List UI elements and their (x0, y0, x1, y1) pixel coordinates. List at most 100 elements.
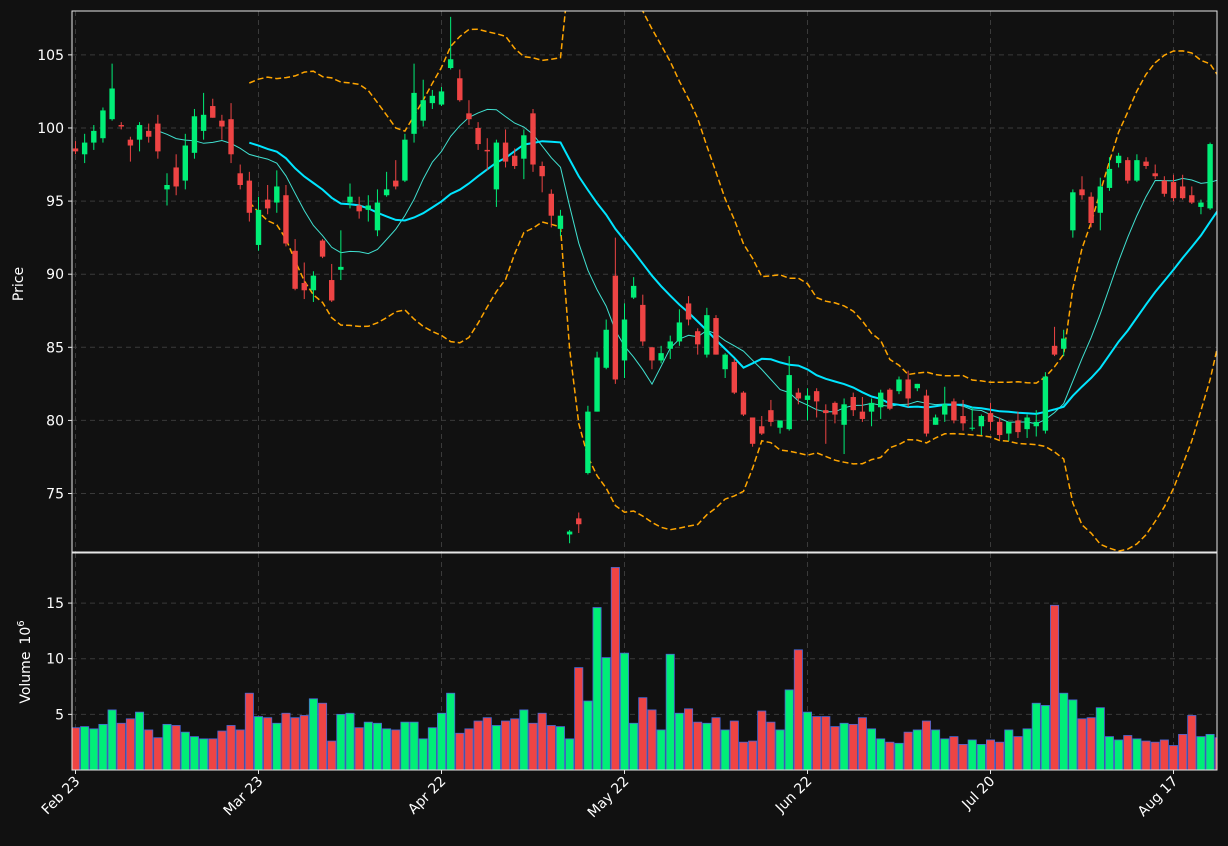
candle-body (539, 165, 545, 177)
candle-body (173, 167, 179, 187)
volume-bar (510, 718, 520, 770)
candle-body (512, 155, 518, 166)
candle-body (878, 392, 884, 408)
volume-bar (72, 727, 81, 770)
candle-body (191, 116, 198, 153)
volume-bar (748, 740, 758, 770)
volume-bar (1187, 715, 1197, 770)
volume-bar (830, 726, 840, 770)
volume-bar (647, 709, 657, 770)
volume-bar (244, 692, 254, 770)
candle-body (274, 186, 280, 203)
candle-body (914, 383, 920, 389)
volume-bar (1050, 604, 1060, 770)
volume-bar (116, 722, 126, 770)
x-tick-label: Aug 17 (1135, 774, 1181, 820)
candle-body (557, 215, 564, 229)
volume-bar (848, 723, 858, 770)
volume-bar (400, 721, 410, 770)
candle-body (484, 149, 490, 152)
candle-body (475, 127, 481, 145)
candle-body (740, 392, 747, 415)
volume-tick-label: 15 (46, 596, 64, 612)
volume-bar (876, 738, 886, 770)
candle-body (859, 411, 866, 419)
volume-bar (1132, 738, 1142, 770)
candle-body (996, 421, 1003, 436)
volume-axis-unit-base: 10 (18, 627, 34, 645)
volume-bar (738, 741, 748, 770)
volume-bar (867, 728, 877, 770)
volume-bar (299, 715, 309, 770)
volume-bar (757, 710, 767, 770)
volume-bar (693, 721, 703, 770)
price-axis-label: Price (11, 267, 27, 301)
candle-body (813, 391, 820, 402)
volume-bar (263, 717, 273, 770)
volume-bar (455, 732, 465, 770)
volume-bar (491, 725, 501, 770)
candle-body (832, 402, 838, 415)
volume-bar (162, 723, 172, 770)
volume-bar (958, 744, 968, 770)
volume-bar (382, 728, 392, 770)
candle-body (283, 195, 289, 244)
volume-axis-label-text: Volume (18, 652, 34, 704)
candle-body (603, 329, 609, 368)
candle-body (685, 303, 692, 320)
volume-bar (711, 717, 721, 770)
candle-body (612, 275, 619, 380)
volume-bar (1086, 717, 1096, 770)
candle-body (1152, 173, 1158, 177)
volume-bar (89, 728, 99, 770)
candle-body (1097, 186, 1103, 213)
candle-body (210, 106, 216, 118)
volume-bar (528, 722, 538, 770)
volume-bar (318, 702, 328, 770)
candle-body (237, 173, 243, 185)
candle-body (1179, 186, 1186, 199)
volume-bar (446, 692, 456, 770)
volume-bar (976, 744, 986, 770)
candle-body (493, 142, 500, 190)
volume-bar (1169, 745, 1179, 770)
volume-bar (427, 727, 437, 770)
candle-body (649, 347, 655, 361)
volume-tick-label: 10 (46, 652, 64, 668)
volume-bar (180, 731, 190, 770)
candle-body (155, 123, 161, 152)
candle-body (521, 135, 527, 159)
volume-bar (839, 722, 849, 770)
candle-body (932, 417, 939, 425)
candle-body (759, 426, 765, 434)
volume-bar (803, 711, 813, 770)
volume-bar (1077, 718, 1087, 770)
candle-body (447, 59, 454, 69)
volume-bar (674, 712, 684, 770)
candle-body (164, 184, 170, 190)
price-tick-label: 90 (46, 267, 64, 283)
candle-body (777, 420, 783, 428)
candle-body (438, 91, 445, 105)
candle-body (1024, 417, 1030, 430)
candle-body (987, 413, 994, 422)
candle-body (768, 410, 774, 422)
candle-body (850, 397, 856, 411)
volume-bar (912, 729, 922, 770)
candle-body (420, 100, 426, 121)
candle-body (91, 130, 97, 143)
upper-band-line (249, 11, 1217, 384)
volume-bar (272, 722, 282, 770)
volume-bar (208, 738, 218, 770)
volume-bar (894, 742, 904, 770)
volume-bar (1022, 728, 1032, 770)
candle-body (347, 196, 353, 203)
candle-body (255, 209, 262, 245)
volume-bar (226, 725, 236, 770)
candle-body (585, 411, 591, 474)
volume-bar (1040, 705, 1050, 770)
volume-bar (372, 722, 382, 770)
volume-bar (793, 649, 803, 770)
candle-body (1170, 182, 1177, 199)
volume-axes-frame (71, 552, 1218, 771)
